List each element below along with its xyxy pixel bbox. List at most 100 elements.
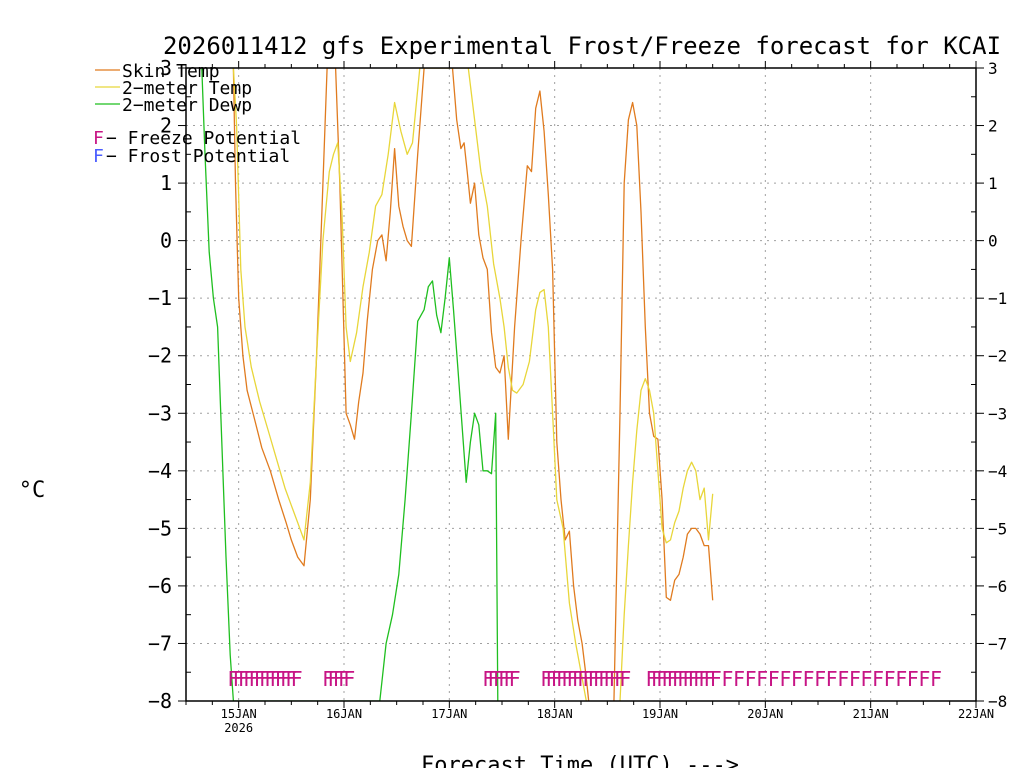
freeze-potential-marker: F [733, 667, 745, 691]
freeze-potential-marker: F [333, 667, 345, 691]
y-tick-label-right: −3 [988, 404, 1007, 423]
freeze-potential-marker: F [556, 667, 568, 691]
y-tick-label: 0 [160, 229, 172, 253]
2-meter-dewp-line [201, 68, 499, 701]
freeze-potential-marker: F [498, 667, 510, 691]
chart-title: 2026011412 gfs Experimental Frost/Freeze… [163, 32, 1001, 60]
freeze-potential-marker: F [918, 667, 930, 691]
freeze-potential-marker: F [698, 667, 710, 691]
freeze-potential-marker: F [667, 667, 679, 691]
skin-temp-line [232, 68, 714, 701]
legend-label: 2−meter Temp [122, 78, 252, 99]
freeze-potential-marker: F [259, 667, 271, 691]
y-tick-label-right: −1 [988, 289, 1007, 308]
y-tick-label: −8 [148, 689, 172, 713]
freeze-potential-marker: F [588, 667, 600, 691]
y-axis-label: °C [19, 478, 46, 503]
legend-potential-symbol: F [93, 146, 104, 167]
legend-label: Skin Temp [122, 61, 220, 82]
y-tick-label: −5 [148, 516, 172, 540]
x-tick-label: 19JAN [642, 707, 678, 721]
freeze-potential-marker: F [609, 667, 621, 691]
freeze-potential-marker: F [254, 667, 266, 691]
y-tick-label-right: 1 [988, 174, 998, 193]
plot-frame [185, 67, 977, 702]
y-tick-label-right: 3 [988, 59, 998, 78]
freeze-potential-marker: F [264, 667, 276, 691]
y-tick-label-right: −8 [988, 692, 1007, 711]
x-tick-label: 18JAN [537, 707, 573, 721]
y-tick-label-right: −4 [988, 462, 1007, 481]
y-tick-label: −6 [148, 574, 172, 598]
freeze-potential-marker: F [338, 667, 350, 691]
x-tick-label: 16JAN [326, 707, 362, 721]
freeze-potential-marker: F [791, 667, 803, 691]
x-tick-sublabel: 2026 [224, 721, 253, 735]
legend-potential-symbol: F [93, 128, 104, 149]
freeze-potential-marker: F [243, 667, 255, 691]
freeze-potential-marker: F [895, 667, 907, 691]
freeze-potential-marker: F [572, 667, 584, 691]
x-tick-label: 17JAN [431, 707, 467, 721]
y-axis-ticks: −8 −8 −7 −7 −6 −6 −5 −5 −4 −4 −3 −3 −2 −2 −1 −1 0 0 1 1 2 2 3 3 [148, 56, 1007, 713]
freeze-potential-marker: F [493, 667, 505, 691]
legend-potential-label: − Freeze Potential [106, 128, 301, 149]
freeze-potential-marker: F [688, 667, 700, 691]
freeze-potential-marker: F [577, 667, 589, 691]
freeze-potential-marker: F [227, 667, 239, 691]
freeze-potential-marker: F [661, 667, 673, 691]
freeze-potential-marker: F [582, 667, 594, 691]
freeze-potential-marker: F [614, 667, 626, 691]
freeze-potential-marker: F [561, 667, 573, 691]
freeze-potential-marker: F [703, 667, 715, 691]
2-meter-temp-line [232, 68, 714, 701]
freeze-potential-marker: F [930, 667, 942, 691]
freeze-potential-marker: F [343, 667, 355, 691]
freeze-potential-marker: F [768, 667, 780, 691]
y-tick-label-right: −6 [988, 577, 1007, 596]
freeze-potential-marker: F [860, 667, 872, 691]
freeze-potential-marker: F [503, 667, 515, 691]
freeze-potential-marker: F [646, 667, 658, 691]
freeze-potential-marker: F [603, 667, 615, 691]
y-tick-label: −1 [148, 286, 172, 310]
freeze-potential-marker: F [884, 667, 896, 691]
y-tick-label: −4 [148, 459, 172, 483]
freeze-potential-marker: F [291, 667, 303, 691]
y-tick-label: −7 [148, 631, 172, 655]
freeze-potential-marker: F [488, 667, 500, 691]
y-tick-label: 3 [160, 56, 172, 80]
y-tick-label-right: −2 [988, 347, 1007, 366]
freeze-potential-marker: F [619, 667, 631, 691]
freeze-potential-marker: F [849, 667, 861, 691]
freeze-potential-marker: F [551, 667, 563, 691]
freeze-potential-marker: F [779, 667, 791, 691]
freeze-potential-marker: F [672, 667, 684, 691]
freeze-potential-marker: F [593, 667, 605, 691]
y-tick-label-right: 2 [988, 117, 998, 136]
freeze-potential-marker: F [285, 667, 297, 691]
x-tick-label: 21JAN [853, 707, 889, 721]
x-tick-label: 22JAN [958, 707, 994, 721]
freeze-potential-marker: F [248, 667, 260, 691]
y-tick-label: −3 [148, 401, 172, 425]
freeze-potential-marker: F [682, 667, 694, 691]
freeze-potential-marker: F [745, 667, 757, 691]
series-group [201, 68, 714, 701]
freeze-potential-marker: F [567, 667, 579, 691]
y-tick-label: −2 [148, 344, 172, 368]
freeze-potential-marker: F [322, 667, 334, 691]
freeze-potential-marker: F [233, 667, 245, 691]
freeze-potential-marker: F [756, 667, 768, 691]
grid [186, 68, 976, 701]
freeze-potential-marker: F [907, 667, 919, 691]
legend-label: 2−meter Dewp [122, 95, 252, 116]
freeze-potential-marker: F [656, 667, 668, 691]
freeze-potential-marker: F [280, 667, 292, 691]
freeze-potential-marker: F [327, 667, 339, 691]
freeze-potential-marker: F [721, 667, 733, 691]
freeze-potential-marker: F [275, 667, 287, 691]
freeze-potential-marker: F [872, 667, 884, 691]
